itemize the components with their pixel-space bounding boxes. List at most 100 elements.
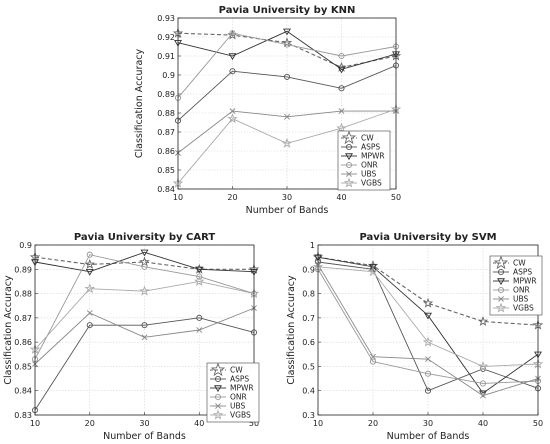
legend-box	[337, 130, 391, 191]
y-tick-label: 0.9	[302, 265, 315, 274]
series-line	[177, 32, 397, 68]
legend-marker	[345, 153, 353, 161]
legend-label: VGBS	[513, 304, 534, 313]
x-tick-label: 50	[249, 419, 259, 428]
legend-label: ONR	[361, 161, 378, 170]
legend-item-vgbs: VGBS	[341, 177, 382, 188]
legend-marker	[343, 177, 355, 188]
legend-label: MPWR	[230, 384, 254, 393]
data-point	[84, 258, 95, 269]
data-point	[227, 113, 238, 124]
x-tick-label: 30	[423, 419, 433, 428]
legend-label: CW	[361, 134, 374, 143]
legend-marker	[212, 409, 224, 420]
legend-marker	[495, 302, 507, 313]
data-point	[140, 249, 149, 257]
legend-marker	[497, 286, 505, 294]
series-mpwr	[174, 28, 400, 74]
legend-marker	[345, 161, 353, 169]
data-point	[281, 137, 293, 148]
legend-label: VGBS	[361, 179, 382, 188]
legend-label: ASPS	[361, 143, 380, 152]
series-mpwr	[31, 249, 258, 276]
data-point	[424, 312, 432, 320]
series-line	[34, 254, 255, 360]
data-point	[424, 370, 432, 377]
series-line	[317, 256, 539, 394]
y-tick-label: 0.85	[157, 166, 175, 175]
data-point	[195, 266, 204, 274]
legend-item-cw: CW	[210, 362, 243, 377]
y-tick-label: 0.86	[14, 338, 32, 347]
data-point	[229, 68, 236, 75]
x-axis-label: Number of Bands	[103, 431, 186, 442]
data-point	[424, 387, 432, 394]
y-tick-label: 0.91	[157, 52, 175, 61]
data-point	[370, 353, 376, 360]
y-axis-label: Classification Accuracy	[134, 48, 145, 158]
data-point	[422, 297, 434, 308]
legend-item-ubs: UBS	[341, 170, 377, 179]
legend-marker	[210, 362, 226, 377]
legend-label: CW	[230, 366, 243, 375]
chart-title: Pavia University by KNN	[219, 5, 356, 16]
legend-box	[206, 362, 260, 423]
legend-marker	[497, 268, 505, 276]
legend-label: CW	[513, 259, 526, 268]
data-point	[86, 322, 93, 329]
data-point	[85, 269, 94, 276]
y-tick-label: 0.4	[302, 387, 315, 396]
y-tick-label: 0.5	[302, 362, 315, 371]
y-tick-label: 0.93	[157, 14, 175, 23]
legend-marker	[341, 130, 357, 145]
chart-title: Pavia University by SVM	[359, 232, 496, 243]
legend-item-onr: ONR	[341, 161, 378, 170]
x-tick-label: 20	[368, 419, 378, 428]
data-point	[84, 283, 95, 294]
data-point	[338, 108, 345, 115]
legend-item-onr: ONR	[493, 286, 530, 295]
series-line	[317, 261, 539, 392]
y-tick-label: 0.87	[14, 314, 32, 323]
x-tick-label: 10	[30, 419, 40, 428]
x-axis-label: Number of Bands	[387, 431, 470, 442]
data-point	[86, 251, 93, 258]
x-tick-label: 10	[313, 419, 323, 428]
y-tick-label: 0.85	[14, 362, 32, 371]
data-point	[229, 30, 236, 37]
data-point	[283, 73, 291, 80]
legend-label: ONR	[230, 393, 247, 402]
data-point	[369, 358, 377, 365]
series-line	[34, 251, 255, 273]
legend-item-ubs: UBS	[493, 295, 529, 304]
legend-label: MPWR	[361, 152, 385, 161]
data-point	[336, 122, 347, 133]
data-point	[196, 327, 203, 333]
data-point	[338, 52, 345, 60]
data-point	[477, 360, 489, 371]
y-tick-label: 0.8	[302, 290, 315, 299]
y-axis-label: Classification Accuracy	[286, 275, 297, 385]
y-tick-label: 0.83	[14, 411, 32, 420]
data-point	[141, 263, 148, 270]
legend-marker	[345, 143, 353, 151]
legend-item-vgbs: VGBS	[210, 409, 251, 420]
x-tick-label: 50	[533, 419, 543, 428]
legend-marker	[214, 375, 222, 383]
y-tick-label: 1	[310, 241, 315, 250]
data-point	[229, 108, 236, 115]
legend-item-onr: ONR	[210, 393, 247, 402]
data-point	[425, 356, 431, 363]
data-point	[228, 53, 237, 61]
series-line	[177, 32, 397, 99]
y-tick-label: 0.92	[157, 33, 175, 42]
data-point	[284, 113, 290, 120]
legend-marker	[497, 278, 505, 286]
legend-marker	[498, 296, 504, 302]
legend-label: VGBS	[230, 411, 251, 420]
legend-item-mpwr: MPWR	[493, 277, 537, 286]
legend-item-ubs: UBS	[210, 402, 246, 411]
x-tick-label: 40	[336, 193, 346, 202]
